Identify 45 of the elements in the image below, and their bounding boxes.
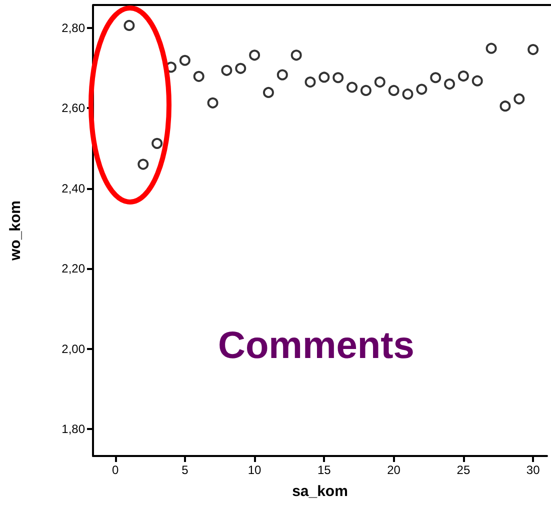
x-tick-label: 30 [526,463,540,477]
x-axis-title: sa_kom [292,483,348,500]
point [500,100,511,112]
point [332,72,344,84]
point [193,70,204,82]
y-tick-label: 1,80 [62,422,86,436]
x-tick-label: 10 [248,463,262,477]
annotation: Comments [218,325,414,367]
point [221,64,232,76]
y-tick-label: 2,00 [62,342,86,356]
x-tick-label: 5 [182,463,189,477]
point [444,78,456,90]
point [207,97,218,108]
point [472,75,483,86]
point [318,72,330,83]
x-tick-label: 20 [387,463,401,477]
point [262,86,274,98]
point [458,70,469,82]
point [514,93,525,104]
point [276,69,288,80]
point [486,42,497,54]
point [290,50,302,61]
point [346,82,358,93]
point [249,50,260,61]
point [402,88,414,100]
point [360,84,372,96]
x-tick-label: 25 [456,463,470,477]
y-tick-label: 2,40 [62,181,86,196]
point [138,158,149,170]
y-tick-label: 2,60 [62,101,86,116]
point [528,44,539,56]
point [235,62,246,74]
point [388,84,400,96]
point [416,84,428,95]
point [374,76,386,88]
point [124,20,135,31]
point [179,54,190,66]
point [430,72,442,84]
y-axis-title: wo_kom [7,200,24,262]
point [304,76,316,88]
x-tick-label: 0 [112,463,119,477]
y-tick-label: 2,20 [62,262,86,276]
point [152,138,163,149]
x-tick-label: 15 [318,463,332,477]
y-tick-label: 2,80 [62,20,86,35]
